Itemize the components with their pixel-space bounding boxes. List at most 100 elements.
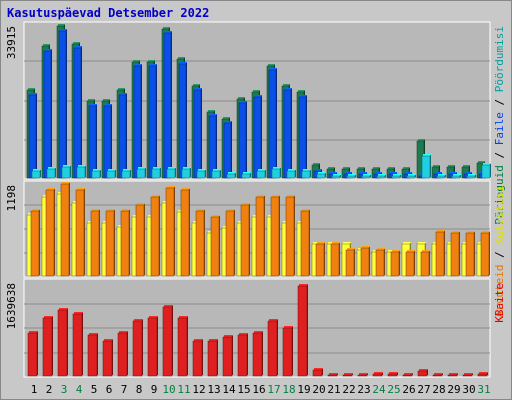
- bar-middle-Arvuteid-14-side: [234, 210, 235, 275]
- bar-middle-Arvuteid-16-side: [264, 196, 265, 275]
- bar-bottom-KBaite-12-side: [202, 340, 203, 375]
- bar-middle-Arvuteid-27-side: [429, 251, 430, 275]
- bar-top-Päringuid-29-top: [448, 165, 455, 167]
- bar-top-Päringuid-26-top: [403, 167, 410, 169]
- bar-bottom-KBaite-21-side: [337, 374, 338, 375]
- bar-top-Pöördumisi-9-top: [153, 167, 161, 169]
- bar-bottom-KBaite-13-top: [209, 339, 218, 341]
- bar-middle-Arvuteid-4-side: [84, 189, 85, 275]
- bar-bottom-KBaite-10: [162, 306, 173, 377]
- bar-bottom-KBaite-14-side: [232, 336, 233, 375]
- x-tick-label: 13: [207, 383, 220, 396]
- bar-bottom-KBaite-21-top: [329, 373, 338, 375]
- x-tick-label: 18: [282, 383, 295, 396]
- bar-top-Faile-11-side: [186, 63, 187, 177]
- bar-bottom-KBaite-9-side: [157, 317, 158, 375]
- bar-bottom-KBaite-29-side: [457, 374, 458, 375]
- bar-top-Faile-9-top: [150, 64, 157, 66]
- bar-middle-Arvuteid-2-top: [47, 188, 55, 190]
- bar-top-Pöördumisi-12: [196, 170, 206, 179]
- bar-bottom-KBaite-1-top: [29, 331, 38, 333]
- bar-middle-Arvuteid-10: [165, 187, 175, 277]
- bar-top-Pöördumisi-2-side: [55, 168, 56, 177]
- bar-middle-Arvuteid-9: [150, 196, 160, 277]
- bar-middle-Arvuteid-5: [90, 210, 100, 277]
- bar-top-Faile-25-top: [390, 172, 397, 174]
- bar-middle-Arvuteid-3-top: [62, 182, 70, 184]
- bar-top-Faile-18-top: [285, 88, 292, 90]
- axis-label-part: Päringuid: [493, 165, 506, 225]
- bar-bottom-KBaite-2-side: [52, 317, 53, 375]
- bar-bottom-KBaite-8: [132, 320, 143, 377]
- bar-middle-Arvuteid-1-top: [32, 209, 40, 211]
- bar-bottom-KBaite-10-top: [164, 305, 173, 307]
- bar-middle-Arvuteid-28-top: [437, 230, 445, 232]
- bar-top-Faile-14: [223, 122, 232, 179]
- bar-top-Pöördumisi-5-top: [93, 169, 101, 171]
- bar-middle-Arvuteid-20-side: [324, 243, 325, 275]
- bar-bottom-KBaite-4-top: [74, 312, 83, 314]
- bar-bottom-KBaite-5-side: [97, 334, 98, 375]
- bar-top-Faile-29-top: [450, 172, 457, 174]
- x-tick-label: 8: [136, 383, 143, 396]
- bar-top-Faile-8-top: [135, 64, 142, 66]
- bar-top-Pöördumisi-13-top: [213, 169, 221, 171]
- bar-top-Pöördumisi-17: [271, 168, 281, 179]
- bar-top-Pöördumisi-21-top: [333, 174, 341, 176]
- bar-middle-Arvuteid-13: [210, 216, 220, 277]
- bar-top-Pöördumisi-12-top: [198, 169, 206, 171]
- bar-top-Pöördumisi-30-side: [475, 175, 476, 177]
- bar-top-Pöördumisi-8-top: [138, 167, 146, 169]
- bar-top-Pöördumisi-10-side: [175, 168, 176, 177]
- bar-top-Faile-7-top: [120, 93, 127, 95]
- bar-top-Päringuid-29-side: [454, 166, 455, 177]
- bar-bottom-KBaite-28-top: [434, 373, 443, 375]
- x-tick-label: 21: [327, 383, 340, 396]
- bar-top-Faile-16-side: [261, 96, 262, 177]
- bar-top-Pöördumisi-6-side: [115, 170, 116, 177]
- bar-top-Pöördumisi-27-side: [430, 155, 431, 177]
- bar-top-Pöördumisi-1: [31, 170, 41, 179]
- x-tick-label: 9: [151, 383, 158, 396]
- bar-bottom-KBaite-17: [267, 320, 278, 377]
- bar-middle-Arvuteid-18-top: [287, 195, 295, 197]
- bar-bottom-KBaite-30-top: [464, 373, 473, 375]
- bar-top-Pöördumisi-30: [466, 175, 476, 179]
- bar-top-Pöördumisi-4-top: [78, 165, 86, 167]
- bar-bottom-KBaite-4-side: [82, 313, 83, 375]
- x-tick-label: 5: [91, 383, 98, 396]
- bar-top-Pöördumisi-11-side: [190, 168, 191, 177]
- bar-middle-Arvuteid-12: [195, 210, 205, 277]
- x-tick-label: 7: [121, 383, 128, 396]
- bar-top-Pöördumisi-18-side: [295, 170, 296, 177]
- bar-top-Pöördumisi-12-side: [205, 170, 206, 177]
- bar-top-Faile-13-side: [216, 115, 217, 177]
- bar-bottom-KBaite-6: [102, 340, 113, 377]
- bar-middle-Arvuteid-26: [405, 251, 415, 277]
- bar-top-Faile-14-side: [231, 122, 232, 177]
- bar-top-Faile-10-top: [165, 31, 172, 33]
- bar-top-Pöördumisi-25: [391, 175, 401, 179]
- bar-bottom-KBaite-22-side: [352, 374, 353, 375]
- bar-top-Pöördumisi-23-top: [363, 174, 371, 176]
- bar-top-Pöördumisi-22-top: [348, 174, 356, 176]
- bar-middle-Arvuteid-30-side: [474, 232, 475, 275]
- bar-top-Pöördumisi-9: [151, 168, 161, 179]
- bar-middle-Arvuteid-20-top: [317, 242, 325, 244]
- bar-top-Pöördumisi-18-top: [288, 169, 296, 171]
- bar-top-Päringuid-1-top: [28, 88, 35, 90]
- x-tick-label: 15: [237, 383, 250, 396]
- bar-bottom-KBaite-23-top: [359, 373, 368, 375]
- x-tick-label: 3: [61, 383, 68, 396]
- bar-top-Faile-6: [103, 105, 112, 179]
- bar-top-Pöördumisi-20: [316, 173, 326, 179]
- x-tick-label: 16: [252, 383, 265, 396]
- bar-top-Pöördumisi-16-side: [265, 170, 266, 177]
- x-tick-label: 27: [417, 383, 430, 396]
- bar-top-Pöördumisi-7-side: [130, 170, 131, 177]
- bar-top-Faile-12-side: [201, 89, 202, 177]
- x-tick-label: 20: [312, 383, 325, 396]
- bar-bottom-KBaite-25: [387, 373, 398, 377]
- bar-top-Pöördumisi-19: [301, 170, 311, 179]
